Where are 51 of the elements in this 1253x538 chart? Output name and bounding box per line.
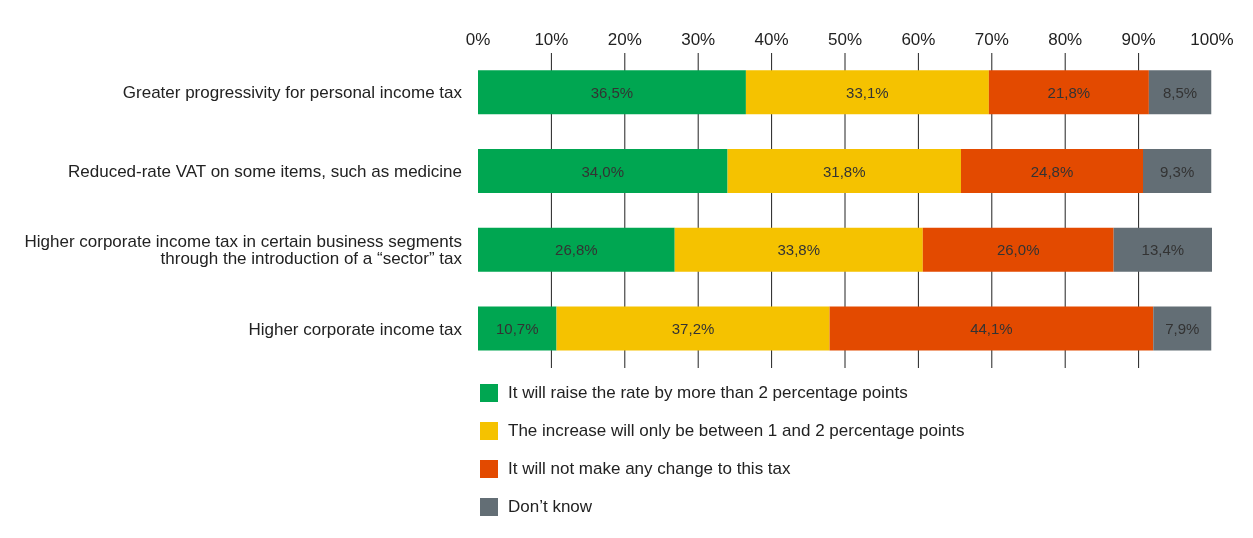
x-tick-label: 70% (974, 30, 1009, 49)
bar (1153, 306, 1212, 351)
data-label: 21,8% (1047, 83, 1091, 101)
data-label: 7,9% (1165, 320, 1200, 338)
bar (478, 306, 557, 351)
x-tick-label: 50% (827, 30, 863, 49)
x-tick-label: 30% (681, 30, 716, 49)
data-label: 36,5% (590, 83, 634, 101)
bar (556, 306, 830, 351)
y-tick-label: Higher corporate income tax (248, 319, 463, 339)
bar (478, 149, 728, 194)
data-label: 26,0% (996, 241, 1040, 259)
x-tick-label: 80% (1048, 30, 1083, 49)
legend-label: The increase will only be between 1 and 2 percentage points (508, 421, 965, 441)
bar (1143, 149, 1212, 194)
data-label: 31,8% (822, 162, 866, 180)
legend-label: It will not make any change to this tax (508, 459, 791, 479)
legend-label: Don’t know (508, 497, 593, 517)
x-tick-label: 100% (1190, 30, 1234, 49)
bar (922, 227, 1114, 272)
data-label: 33,1% (846, 83, 889, 101)
data-label: 9,3% (1160, 162, 1195, 180)
x-tick-label: 10% (534, 30, 569, 49)
x-tick-label: 0% (465, 30, 491, 49)
data-label: 33,8% (777, 241, 821, 259)
bar (1113, 227, 1212, 272)
y-tick-label: Reduced-rate VAT on some items, such as medicine (67, 162, 462, 182)
bar (1148, 70, 1212, 115)
bar (727, 149, 961, 194)
data-label: 37,2% (671, 320, 715, 338)
x-tick-label: 20% (607, 30, 642, 49)
bar (674, 227, 923, 272)
y-tick-label: Higher corporate income tax in certain business segments through the introduction of a “sector” tax (24, 232, 463, 269)
bar (829, 306, 1154, 351)
x-tick-label: 60% (901, 30, 936, 49)
data-label: 24,8% (1030, 162, 1074, 180)
data-label: 44,1% (970, 320, 1013, 338)
bar (960, 149, 1143, 194)
data-label: 10,7% (496, 320, 539, 338)
bar (988, 70, 1149, 115)
bar (478, 227, 675, 272)
data-label: 26,8% (555, 241, 598, 259)
bar (745, 70, 989, 115)
x-tick-label: 90% (1121, 30, 1156, 49)
data-label: 8,5% (1162, 83, 1198, 101)
y-tick-label: Greater progressivity for personal income tax (122, 83, 463, 103)
x-tick-label: 40% (754, 30, 789, 49)
legend-label: It will raise the rate by more than 2 percentage points (508, 383, 908, 403)
data-label: 13,4% (1141, 241, 1185, 259)
data-label: 34,0% (581, 162, 625, 180)
bar (478, 70, 746, 115)
